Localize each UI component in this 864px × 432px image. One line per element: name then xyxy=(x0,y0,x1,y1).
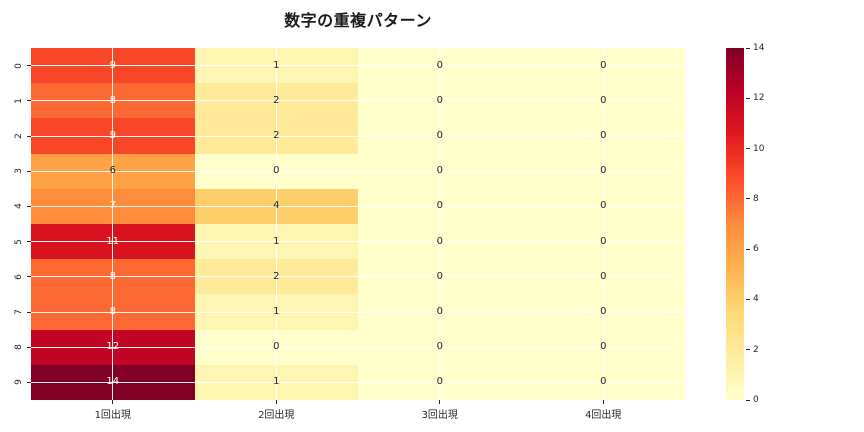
heatmap-cell xyxy=(31,259,195,295)
colorbar-tick-mark xyxy=(746,198,750,200)
x-tick-label: 1回出現 xyxy=(94,410,131,421)
heatmap-cell xyxy=(358,364,522,400)
chart-title: 数字の重複パターン xyxy=(284,11,432,30)
x-tick-mark xyxy=(275,400,277,404)
colorbar xyxy=(726,48,744,400)
y-tick-mark xyxy=(27,205,31,207)
y-tick-label: 1 xyxy=(14,97,24,104)
heatmap-cell xyxy=(358,188,522,224)
heatmap-cell xyxy=(521,259,685,295)
colorbar-tick-mark xyxy=(746,298,750,300)
heatmap-cell xyxy=(521,118,685,154)
heatmap-cell xyxy=(194,83,358,119)
y-tick-mark xyxy=(27,135,31,137)
heatmap-cell xyxy=(31,294,195,330)
heatmap-cell xyxy=(194,259,358,295)
y-tick-mark xyxy=(27,276,31,278)
y-tick-mark xyxy=(27,381,31,383)
heatmap-cell xyxy=(358,294,522,330)
y-tick-label: 7 xyxy=(14,309,24,315)
x-tick-label: 4回出現 xyxy=(585,410,622,421)
y-tick-label: 6 xyxy=(14,273,24,280)
heatmap-cell xyxy=(31,364,195,400)
y-tick-mark xyxy=(27,100,31,102)
heatmap-cell xyxy=(358,153,522,189)
colorbar-tick-mark xyxy=(746,248,750,250)
heatmap-cell xyxy=(194,224,358,260)
heatmap-cell xyxy=(521,153,685,189)
colorbar-tick-mark xyxy=(746,399,750,401)
x-tick-label: 3回出現 xyxy=(421,410,458,421)
heatmap-cell xyxy=(31,224,195,260)
y-tick-label: 9 xyxy=(14,379,24,386)
heatmap-cell xyxy=(521,329,685,365)
y-tick-mark xyxy=(27,346,31,348)
colorbar-tick-label: 0 xyxy=(753,395,759,405)
colorbar-tick-label: 14 xyxy=(753,43,765,53)
heatmap-cell xyxy=(521,364,685,400)
x-tick-mark xyxy=(112,400,114,404)
y-tick-label: 2 xyxy=(14,133,24,139)
heatmap-cell xyxy=(358,83,522,119)
colorbar-tick-mark xyxy=(746,148,750,150)
y-tick-mark xyxy=(27,170,31,172)
y-tick-mark xyxy=(27,311,31,313)
heatmap-cell xyxy=(521,83,685,119)
y-tick-label: 0 xyxy=(14,62,24,69)
colorbar-tick-label: 12 xyxy=(753,93,765,104)
heatmap-cell xyxy=(358,118,522,154)
x-tick-mark xyxy=(439,400,441,404)
colorbar-tick-label: 4 xyxy=(753,294,759,305)
heatmap-cell xyxy=(31,188,195,224)
colorbar-tick-label: 10 xyxy=(753,143,765,154)
y-tick-mark xyxy=(27,65,31,67)
heatmap-cell xyxy=(521,188,685,224)
x-tick-label: 2回出現 xyxy=(258,410,295,421)
heatmap-cell xyxy=(31,83,195,119)
colorbar-tick-label: 8 xyxy=(753,193,759,204)
y-tick-label: 4 xyxy=(14,203,24,210)
heatmap-cell xyxy=(194,294,358,330)
heatmap-cell xyxy=(194,118,358,154)
colorbar-tick-mark xyxy=(746,349,750,351)
colorbar-tick-label: 6 xyxy=(753,244,759,255)
colorbar-tick-mark xyxy=(746,97,750,99)
heatmap-cell xyxy=(194,364,358,400)
x-tick-mark xyxy=(602,400,604,404)
heatmap-cell xyxy=(194,48,358,84)
colorbar-tick-mark xyxy=(746,47,750,49)
heatmap-cell xyxy=(31,118,195,154)
heatmap-cell xyxy=(31,48,195,84)
heatmap-cell xyxy=(358,259,522,295)
heatmap-cell xyxy=(194,153,358,189)
heatmap-cell xyxy=(31,153,195,189)
heatmap-cell xyxy=(521,224,685,260)
heatmap-cell xyxy=(521,48,685,84)
heatmap-cell xyxy=(358,329,522,365)
heatmap-cell xyxy=(358,224,522,260)
heatmap-cell xyxy=(358,48,522,84)
heatmap-plot: 9 1 0 0 8 2 0 0 9 2 0 0 6 0 0 0 7 4 0 0 11 1 0 0 8 2 0 0 8 1 0 0 12 0 0 0 14… xyxy=(31,48,685,400)
heatmap-cell xyxy=(521,294,685,330)
heatmap-cell xyxy=(31,329,195,365)
y-tick-label: 3 xyxy=(14,168,24,175)
heatmap-cell xyxy=(194,188,358,224)
y-tick-label: 5 xyxy=(14,238,24,245)
heatmap-cells-layer xyxy=(31,48,685,400)
heatmap-cell xyxy=(194,329,358,365)
y-tick-mark xyxy=(27,241,31,243)
y-tick-label: 8 xyxy=(14,344,24,351)
colorbar-tick-label: 2 xyxy=(753,344,759,355)
